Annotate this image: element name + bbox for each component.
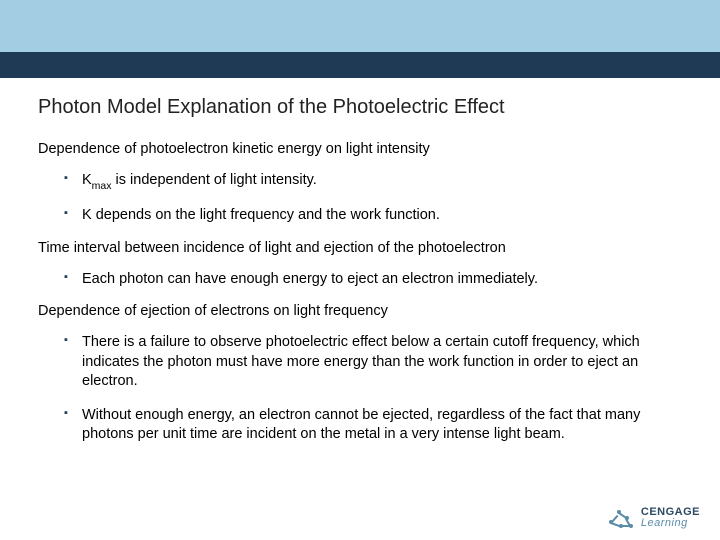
list-item: K depends on the light frequency and the…: [64, 206, 682, 226]
slide-title: Photon Model Explanation of the Photoele…: [38, 96, 682, 119]
header-band: [0, 0, 720, 78]
section-1: Time interval between incidence of light…: [38, 240, 682, 290]
section-heading: Dependence of ejection of electrons on l…: [38, 303, 682, 319]
list-item: Without enough energy, an electron canno…: [64, 406, 682, 445]
bullet-list: Each photon can have enough energy to ej…: [38, 270, 682, 290]
logo-mark-icon: [607, 506, 635, 530]
list-item: Each photon can have enough energy to ej…: [64, 270, 682, 290]
header-band-light: [0, 0, 720, 52]
bullet-list: There is a failure to observe photoelect…: [38, 333, 682, 445]
brand-logo: CENGAGE Learning: [607, 506, 700, 530]
section-0: Dependence of photoelectron kinetic ener…: [38, 141, 682, 226]
bullet-list: Kmax is independent of light intensity. …: [38, 171, 682, 226]
logo-sub: Learning: [641, 518, 700, 529]
header-band-dark: [0, 52, 720, 78]
list-item: Kmax is independent of light intensity.: [64, 171, 682, 192]
slide-content: Photon Model Explanation of the Photoele…: [0, 78, 720, 445]
logo-text: CENGAGE Learning: [641, 507, 700, 529]
list-item: There is a failure to observe photoelect…: [64, 333, 682, 392]
section-2: Dependence of ejection of electrons on l…: [38, 303, 682, 445]
section-heading: Dependence of photoelectron kinetic ener…: [38, 141, 682, 157]
section-heading: Time interval between incidence of light…: [38, 240, 682, 256]
